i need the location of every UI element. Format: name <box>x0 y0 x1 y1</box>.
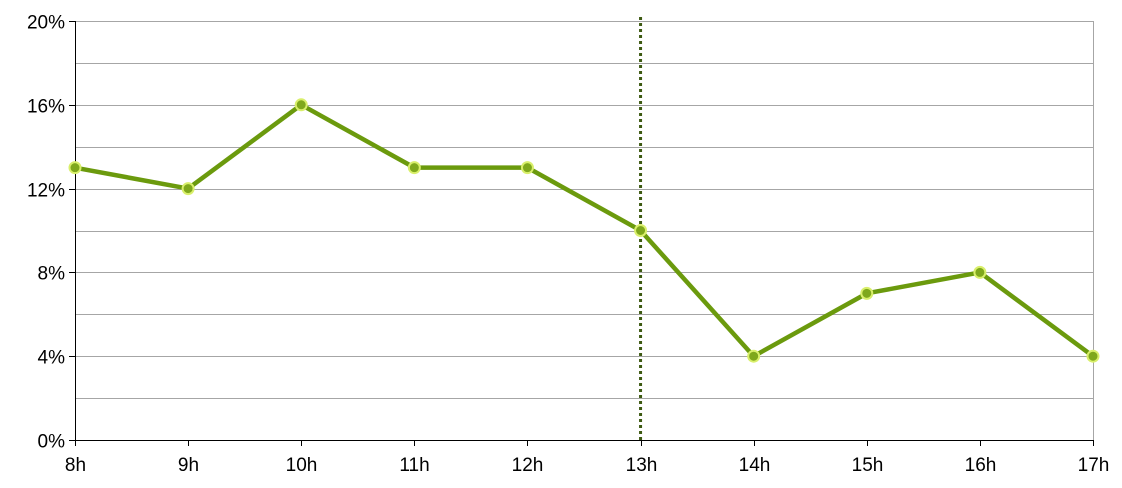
data-point <box>407 161 421 175</box>
grid-layer <box>75 21 1094 441</box>
data-point <box>747 349 761 363</box>
y-tick-label: 4% <box>38 348 66 369</box>
x-tick-label: 11h <box>399 455 429 476</box>
data-point <box>181 182 195 196</box>
x-tick-label: 9h <box>178 455 199 476</box>
x-tick-label: 12h <box>512 455 544 476</box>
y-tick-label: 8% <box>38 264 66 285</box>
data-point <box>68 161 82 175</box>
x-tick-label: 17h <box>1078 455 1110 476</box>
x-tick-labels: 8h 9h 10h 11h 12h 13h 14h 15h 16h 17h <box>65 440 1109 476</box>
x-tick-label: 13h <box>626 455 658 476</box>
series-layer <box>68 98 1100 363</box>
y-tick-labels: 0% 4% 8% 12% 16% 20% <box>27 13 75 453</box>
x-tick-label: 15h <box>852 455 884 476</box>
y-tick-label: 20% <box>27 13 65 34</box>
x-tick-label: 8h <box>65 455 86 476</box>
data-point <box>973 265 987 279</box>
y-tick-label: 0% <box>38 432 66 453</box>
series-line <box>72 102 1096 359</box>
data-point <box>634 224 648 237</box>
x-tick-label: 10h <box>286 455 318 476</box>
data-point <box>520 161 534 175</box>
y-tick-label: 12% <box>27 181 65 202</box>
axis-layer <box>75 21 1094 441</box>
x-tick-label: 14h <box>739 455 771 476</box>
data-point <box>860 286 874 300</box>
data-point <box>294 98 308 112</box>
data-point <box>1086 349 1100 363</box>
x-tick-label: 16h <box>965 455 997 476</box>
y-tick-label: 16% <box>27 97 65 118</box>
